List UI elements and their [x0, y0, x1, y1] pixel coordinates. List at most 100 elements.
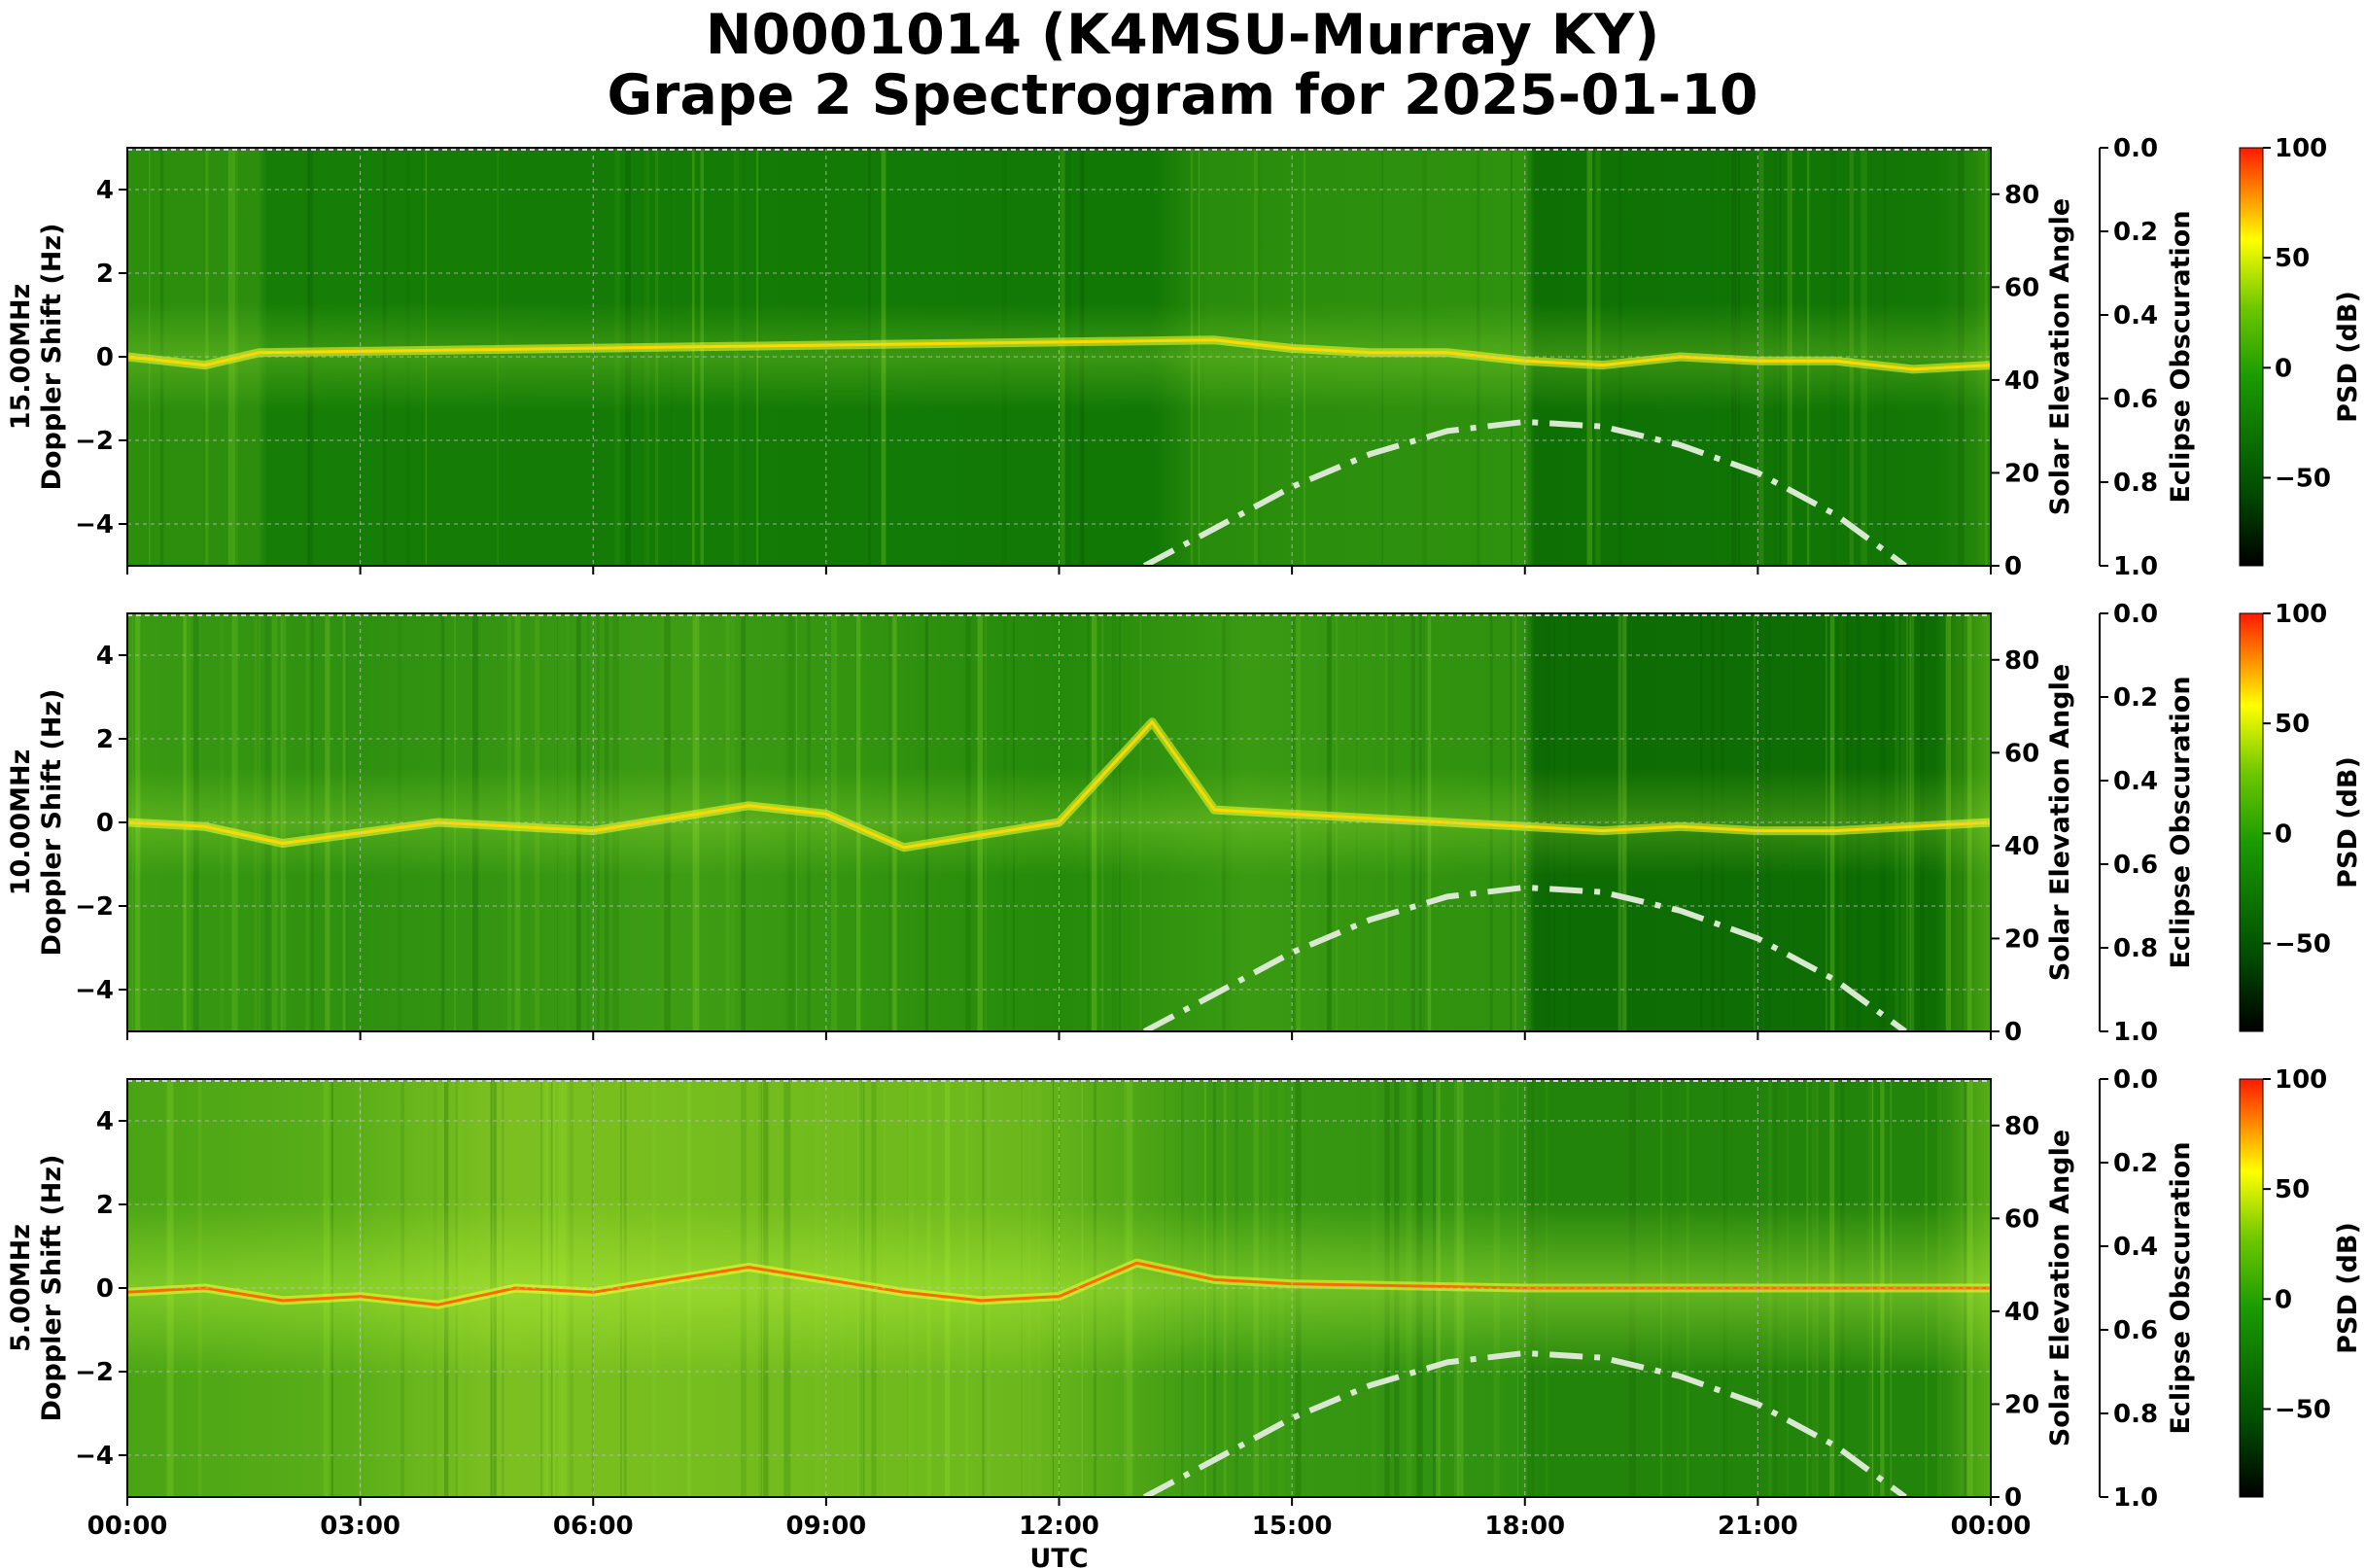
eclipse-tick-label: 1.0 [2113, 552, 2158, 581]
colorbar-tick-label: −50 [2275, 1395, 2331, 1424]
colorbar-tick-label: 50 [2275, 1175, 2310, 1204]
eclipse-tick-label: 0.2 [2113, 683, 2158, 713]
eclipse-tick-label: 0.2 [2113, 218, 2158, 247]
eclipse-tick-label: 0.6 [2113, 1316, 2158, 1345]
eclipse-tick-label: 0.6 [2113, 851, 2158, 880]
y-tick-label: −4 [75, 510, 114, 540]
right-tick-label: 20 [2004, 1390, 2039, 1419]
colorbar-tick-label: 0 [2275, 1285, 2292, 1314]
doppler-trace [127, 338, 1991, 371]
panel-10.00MHz: 420−2−410.00MHz Doppler Shift (Hz)0204060… [6, 600, 2363, 1047]
eclipse-tick-label: 0.4 [2113, 767, 2158, 796]
spectrogram-plot-area [127, 613, 1991, 1031]
x-tick-label: 15:00 [1252, 1512, 1333, 1541]
y-tick-label: 4 [96, 1107, 114, 1136]
doppler-trace [127, 1261, 1991, 1307]
x-axis-label: UTC [1029, 1544, 1088, 1568]
x-tick-label: 00:00 [87, 1512, 168, 1541]
eclipse-tick-label: 0.0 [2113, 1065, 2158, 1095]
eclipse-tick-label: 0.8 [2113, 1400, 2158, 1429]
y-axis-label: Doppler Shift (Hz) [37, 689, 67, 957]
y-tick-label: 2 [96, 725, 114, 754]
chart-title-line2: Grape 2 Spectrogram for 2025-01-10 [607, 63, 1758, 127]
right-tick-label: 20 [2004, 459, 2039, 488]
colorbar-label: PSD (dB) [2333, 291, 2363, 423]
eclipse-tick-label: 0.0 [2113, 134, 2158, 163]
eclipse-tick-label: 0.0 [2113, 600, 2158, 629]
y-tick-label: −2 [75, 427, 114, 456]
y-tick-label: −2 [75, 1358, 114, 1387]
y-axis-label-frequency: 15.00MHz [6, 284, 36, 431]
x-tick-label: 00:00 [1951, 1512, 2032, 1541]
eclipse-axis-label: Eclipse Obscuration [2166, 1141, 2196, 1434]
colorbar-tick-label: 100 [2275, 600, 2327, 629]
eclipse-tick-label: 0.8 [2113, 934, 2158, 963]
x-tick-label: 09:00 [785, 1512, 866, 1541]
eclipse-axis-label: Eclipse Obscuration [2166, 676, 2196, 968]
solar-elevation-curve [1142, 1349, 1907, 1497]
panel-15.00MHz: 420−2−415.00MHz Doppler Shift (Hz)0204060… [6, 134, 2363, 581]
y-tick-label: −4 [75, 976, 114, 1005]
right-tick-label: 40 [2004, 366, 2039, 396]
right-tick-label: 40 [2004, 832, 2039, 861]
colorbar [2239, 612, 2264, 1032]
solar-elevation-curve [1142, 884, 1907, 1031]
doppler-trace [127, 720, 1991, 850]
colorbar-tick-label: 0 [2275, 354, 2292, 383]
colorbar-tick-label: 50 [2275, 710, 2310, 739]
right-tick-label: 60 [2004, 1204, 2039, 1234]
x-tick-label: 18:00 [1484, 1512, 1565, 1541]
colorbar [2239, 1078, 2264, 1498]
eclipse-tick-label: 0.4 [2113, 301, 2158, 331]
eclipse-tick-label: 0.8 [2113, 469, 2158, 498]
right-tick-label: 0 [2004, 552, 2022, 581]
colorbar-tick-label: 100 [2275, 134, 2327, 163]
right-tick-label: 40 [2004, 1298, 2039, 1327]
colorbar-tick-label: 50 [2275, 244, 2310, 273]
y-tick-label: 0 [96, 809, 114, 838]
colorbar [2239, 147, 2264, 567]
grid [127, 1079, 1991, 1497]
eclipse-tick-label: 0.4 [2113, 1233, 2158, 1262]
right-axis-label: Solar Elevation Angle [2045, 664, 2075, 981]
grid [127, 613, 1991, 1031]
colorbar-tick-label: −50 [2275, 464, 2331, 493]
y-axis-label-frequency: 5.00MHz [6, 1224, 36, 1352]
solar-elevation-curve [1142, 418, 1907, 566]
eclipse-tick-label: 1.0 [2113, 1018, 2158, 1047]
y-tick-label: 4 [96, 642, 114, 671]
colorbar-tick-label: 100 [2275, 1065, 2327, 1095]
eclipse-axis-label: Eclipse Obscuration [2166, 210, 2196, 503]
x-tick-label: 21:00 [1718, 1512, 1798, 1541]
y-tick-label: 2 [96, 1191, 114, 1220]
y-axis-label-frequency: 10.00MHz [6, 749, 36, 896]
colorbar-tick-label: 0 [2275, 819, 2292, 849]
y-tick-label: −4 [75, 1442, 114, 1471]
right-axis-label: Solar Elevation Angle [2045, 1130, 2075, 1446]
right-tick-label: 60 [2004, 739, 2039, 768]
right-tick-label: 80 [2004, 181, 2039, 210]
y-tick-label: 4 [96, 176, 114, 205]
right-tick-label: 0 [2004, 1018, 2022, 1047]
eclipse-tick-label: 1.0 [2113, 1483, 2158, 1513]
right-tick-label: 20 [2004, 924, 2039, 954]
eclipse-tick-label: 0.6 [2113, 385, 2158, 414]
chart-title-line1: N0001014 (K4MSU-Murray KY) [705, 3, 1660, 67]
panel-5.00MHz: 420−2−45.00MHz Doppler Shift (Hz)02040608… [6, 1065, 2363, 1568]
right-axis-label: Solar Elevation Angle [2045, 198, 2075, 515]
y-axis-label: Doppler Shift (Hz) [37, 224, 67, 491]
colorbar-label: PSD (dB) [2333, 756, 2363, 889]
spectrogram-plot-area [127, 148, 1991, 566]
x-tick-label: 06:00 [553, 1512, 634, 1541]
grid [127, 148, 1991, 566]
right-tick-label: 60 [2004, 273, 2039, 302]
y-axis-label: Doppler Shift (Hz) [37, 1155, 67, 1422]
eclipse-tick-label: 0.2 [2113, 1149, 2158, 1178]
x-tick-label: 03:00 [320, 1512, 400, 1541]
spectrogram-plot-area [127, 1079, 1991, 1497]
colorbar-label: PSD (dB) [2333, 1222, 2363, 1354]
colorbar-tick-label: −50 [2275, 929, 2331, 958]
y-tick-label: 2 [96, 260, 114, 289]
right-tick-label: 80 [2004, 646, 2039, 676]
